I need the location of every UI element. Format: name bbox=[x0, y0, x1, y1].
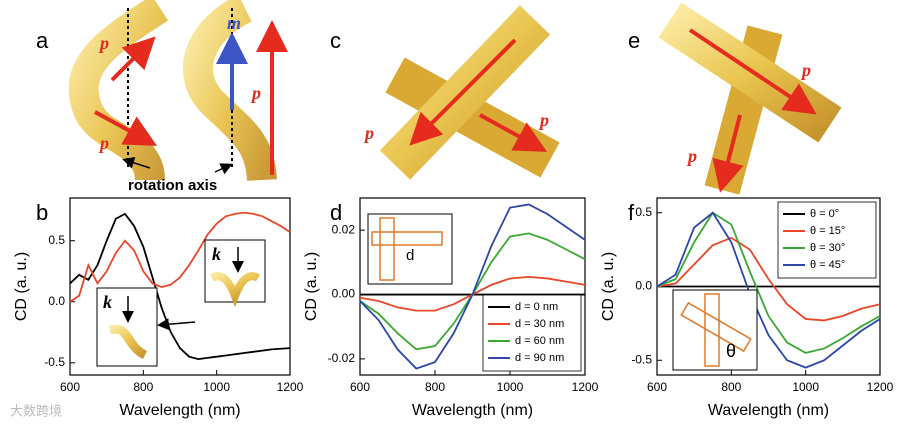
x-axis-label: Wavelength (nm) bbox=[708, 402, 829, 419]
y-tick-label: 0.5 bbox=[48, 233, 65, 247]
x-tick-label: 600 bbox=[350, 380, 370, 394]
data-line bbox=[656, 236, 881, 322]
y-tick-label: 0.02 bbox=[332, 222, 356, 236]
x-tick-label: 800 bbox=[133, 380, 153, 394]
y-tick-label: -0.5 bbox=[631, 352, 652, 366]
watermark: 大数跨境 bbox=[10, 403, 62, 418]
y-tick-label: 0.0 bbox=[48, 294, 65, 308]
x-axis-label: Wavelength (nm) bbox=[412, 402, 533, 419]
legend-label: d = 0 nm bbox=[515, 301, 558, 313]
panel-label: c bbox=[330, 28, 341, 53]
x-tick-label: 1000 bbox=[497, 380, 524, 394]
panel-label: a bbox=[36, 28, 49, 53]
charts: 600 800 1000 1200 -0.5 0.0 0.5 Wavelength (nm) C… bbox=[13, 197, 894, 419]
x-axis-label: Wavelength (nm) bbox=[119, 402, 240, 419]
inset-label: d bbox=[406, 247, 414, 264]
plot-frame bbox=[359, 197, 586, 376]
y-tick-label: -0.02 bbox=[328, 351, 356, 365]
inset: k k d θ bbox=[96, 213, 758, 371]
helix-illustration: p p m p rotation axis bbox=[68, 0, 288, 194]
vector-label: p bbox=[686, 146, 697, 166]
x-tick-label: 1200 bbox=[867, 380, 894, 394]
vector-label: m bbox=[227, 13, 241, 33]
annotation: rotation axis bbox=[128, 177, 217, 194]
legend-label: θ = 0° bbox=[810, 208, 839, 220]
y-axis-label: CD (a. u.) bbox=[303, 252, 320, 321]
x-tick-label: 1000 bbox=[203, 380, 230, 394]
x-tick-label: 1000 bbox=[792, 380, 819, 394]
legend-label: θ = 15° bbox=[810, 225, 845, 237]
cross-illustration: p p bbox=[363, 5, 560, 180]
vector-label: p bbox=[363, 123, 374, 143]
panel-label: f bbox=[628, 200, 635, 225]
legend-label: d = 30 nm bbox=[515, 318, 564, 330]
vector-label: p bbox=[98, 133, 109, 153]
cross-illustration: p p bbox=[658, 2, 842, 195]
data-line bbox=[656, 211, 881, 369]
y-tick-label: 0.00 bbox=[332, 287, 356, 301]
panel-label: d bbox=[330, 200, 342, 225]
data-line bbox=[656, 211, 881, 354]
inset-label: θ bbox=[726, 341, 736, 361]
data-line bbox=[359, 203, 586, 370]
panel-label: b bbox=[36, 200, 48, 225]
y-tick-label: 0.5 bbox=[635, 205, 652, 219]
x-tick-label: 800 bbox=[425, 380, 445, 394]
y-tick-label: -0.5 bbox=[44, 355, 65, 369]
x-tick-label: 1200 bbox=[277, 380, 304, 394]
legend-label: θ = 45° bbox=[810, 259, 845, 271]
legend-label: θ = 30° bbox=[810, 242, 845, 254]
vector-label: p bbox=[98, 33, 109, 53]
legend-label: d = 90 nm bbox=[515, 352, 564, 364]
legend-label: d = 60 nm bbox=[515, 335, 564, 347]
inset-label: k bbox=[212, 244, 221, 264]
y-axis-label: CD (a. u.) bbox=[13, 252, 30, 321]
vector-label: p bbox=[250, 83, 261, 103]
plot-frame bbox=[69, 197, 291, 376]
x-tick-label: 600 bbox=[60, 380, 80, 394]
panel-label: e bbox=[628, 28, 640, 53]
data-line bbox=[69, 212, 291, 361]
inset-label: k bbox=[103, 292, 112, 312]
x-tick-label: 800 bbox=[721, 380, 741, 394]
y-axis-label: CD (a. u.) bbox=[600, 252, 617, 321]
y-tick-label: 0.0 bbox=[635, 279, 652, 293]
vector-label: p bbox=[538, 110, 549, 130]
x-tick-label: 600 bbox=[647, 380, 667, 394]
vector-label: p bbox=[800, 60, 811, 80]
x-tick-label: 1200 bbox=[572, 380, 599, 394]
data-line bbox=[69, 211, 291, 303]
